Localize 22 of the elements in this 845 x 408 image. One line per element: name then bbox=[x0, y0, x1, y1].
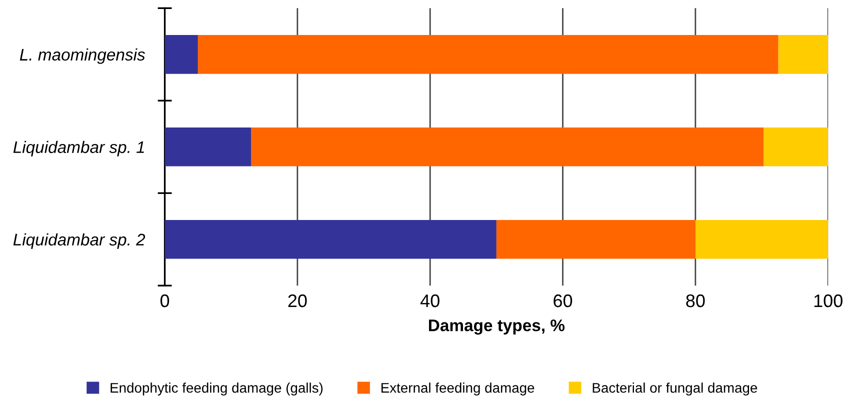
bar bbox=[164, 34, 198, 74]
bar bbox=[164, 220, 496, 259]
legend-label: External feeding damage bbox=[381, 382, 534, 396]
x-tick-label: 100 bbox=[814, 294, 842, 308]
x-axis-title: Damage types, % bbox=[429, 320, 565, 335]
x-tick-label: 40 bbox=[420, 294, 440, 308]
x-tick-label: 60 bbox=[554, 294, 572, 308]
legend-label: Bacterial or fungal damage bbox=[592, 382, 758, 396]
y-tick-label: Liquidambar sp. 1 bbox=[13, 140, 144, 156]
bar bbox=[198, 34, 778, 74]
bar bbox=[251, 127, 764, 166]
bar bbox=[695, 220, 828, 259]
bar bbox=[164, 127, 252, 166]
x-tick-label: 20 bbox=[288, 294, 307, 308]
y-tick-label: L. maomingensis bbox=[20, 48, 145, 64]
x-tick-label: 80 bbox=[686, 294, 705, 308]
bar bbox=[764, 127, 828, 166]
legend-label: Endophytic feeding damage (galls) bbox=[110, 382, 323, 396]
bar bbox=[778, 34, 828, 74]
y-tick-label: Liquidambar sp. 2 bbox=[13, 233, 146, 249]
bar bbox=[496, 220, 696, 259]
x-tick-label: 0 bbox=[160, 294, 170, 308]
